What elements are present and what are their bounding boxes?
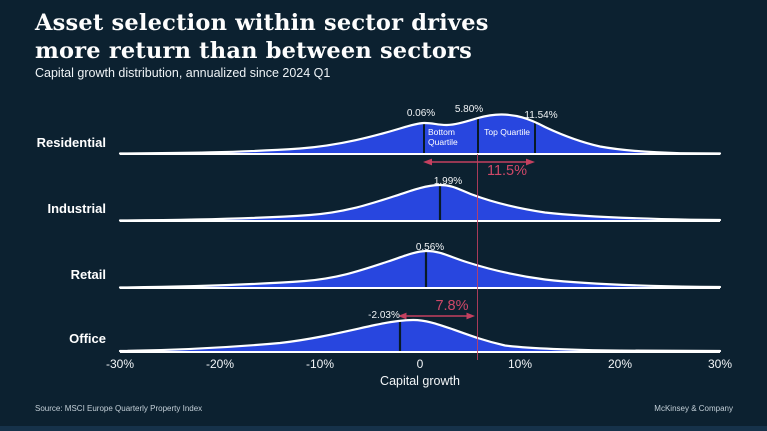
quartile-spread-arrow-icon xyxy=(423,158,535,166)
sector-label-office: Office xyxy=(69,331,106,346)
sector-gap-arrow-icon xyxy=(398,312,475,320)
retail-median-value: 0.56% xyxy=(415,242,445,253)
x-tick-20: 20% xyxy=(607,357,633,371)
residential-q1-value: 0.06% xyxy=(406,108,436,119)
office-gap-value: 7.8% xyxy=(435,298,469,314)
page-title-line1: Asset selection within sector drives xyxy=(35,10,489,36)
industrial-median-value: 1.99% xyxy=(433,176,463,187)
x-tick-0: 0 xyxy=(416,357,424,371)
page-title: Asset selection within sector drives mor… xyxy=(35,9,489,65)
x-tick-30: 30% xyxy=(707,357,733,371)
chart-subtitle: Capital growth distribution, annualized … xyxy=(35,66,331,80)
residential-median-reference-line xyxy=(477,154,478,360)
x-axis-title: Capital growth xyxy=(380,374,460,388)
page-title-line2: more return than between sectors xyxy=(35,38,472,64)
x-tick--30: -30% xyxy=(105,357,135,371)
office-density-curve xyxy=(118,318,722,353)
industrial-density-curve xyxy=(118,183,722,222)
residential-spread-value: 11.5% xyxy=(486,163,528,179)
bottom-accent-strip xyxy=(0,426,767,431)
residential-median-value: 5.80% xyxy=(454,104,484,115)
x-tick--20: -20% xyxy=(205,357,235,371)
bottom-quartile-label: Bottom Quartile xyxy=(428,127,458,147)
x-tick--10: -10% xyxy=(305,357,335,371)
residential-density-curve xyxy=(118,113,722,155)
source-note: Source: MSCI Europe Quarterly Property I… xyxy=(35,404,203,413)
retail-density-curve xyxy=(118,249,722,289)
x-tick-10: 10% xyxy=(507,357,533,371)
sector-label-retail: Retail xyxy=(70,267,106,282)
residential-q3-value: 11.54% xyxy=(524,110,558,121)
office-median-value: -2.03% xyxy=(368,310,400,321)
top-quartile-label: Top Quartile xyxy=(484,127,530,137)
brand-logo-text: McKinsey & Company xyxy=(654,404,733,413)
sector-label-residential: Residential xyxy=(36,135,106,150)
sector-label-industrial: Industrial xyxy=(47,201,106,216)
